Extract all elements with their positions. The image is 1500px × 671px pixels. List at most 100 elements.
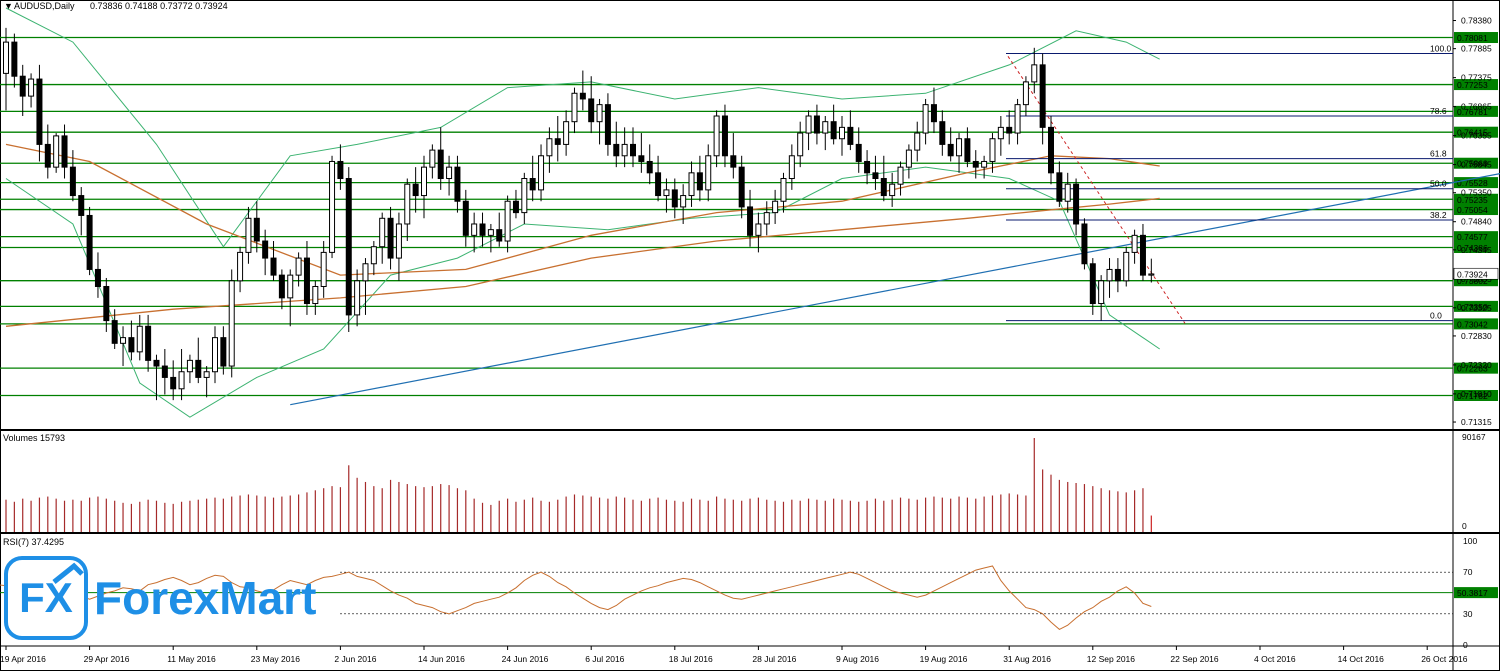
price-tick-label: 0.71810 (1461, 389, 1492, 399)
candlestick (1056, 161, 1063, 207)
candlestick (161, 349, 168, 395)
candle-body-bear (161, 365, 168, 378)
candle-body-bull (320, 251, 327, 287)
moving-average-slow-line (5, 143, 1160, 276)
candle-body-bear (153, 359, 160, 367)
candle-body-bull (178, 371, 185, 390)
candle-body-bull (989, 138, 996, 162)
candlestick (103, 277, 110, 332)
candlestick (186, 354, 193, 384)
candle-body-bull (889, 183, 896, 197)
logo-wordmark: ForexMart (94, 572, 316, 624)
candlestick (387, 206, 394, 270)
candle-body-bear (1056, 172, 1063, 202)
price-tick-label: 0.78380 (1461, 16, 1492, 26)
candle-body-bull (471, 223, 478, 236)
level-price-tag (1454, 204, 1498, 216)
candlestick (997, 116, 1004, 156)
date-tick-label: 19 Aug 2016 (920, 654, 968, 664)
candle-body-bull (1131, 234, 1138, 253)
volume-scale-min: 0 (1462, 521, 1467, 531)
candlestick (880, 155, 887, 202)
candle-body-bear (1089, 263, 1096, 305)
symbol-label: AUDUSD,Daily (14, 1, 75, 11)
candlestick (220, 326, 227, 375)
date-tick-label: 4 Oct 2016 (1254, 654, 1296, 664)
candle-body-bear (1039, 64, 1046, 128)
candlestick (688, 161, 695, 207)
candlestick (496, 212, 503, 247)
level-price-label: 0.73350 (1457, 302, 1488, 312)
candle-body-bear (847, 126, 854, 145)
candlestick (3, 27, 9, 111)
candlestick (345, 167, 352, 332)
rsi-label: RSI(7) 37.4295 (3, 537, 64, 547)
candle-body-bull (663, 189, 670, 197)
fibonacci-level-label: 0.0 (1430, 311, 1442, 321)
candle-body-bear (61, 135, 68, 168)
trendline (290, 172, 1500, 406)
candle-body-bull (228, 280, 235, 367)
level-price-tag (1454, 242, 1498, 254)
candle-body-bear (69, 166, 76, 197)
candle-body-bull (136, 325, 143, 353)
candlestick (237, 246, 244, 293)
candlestick (663, 178, 670, 213)
candlestick (1106, 258, 1113, 298)
candle-body-bear (939, 121, 946, 145)
candle-body-bear (604, 104, 611, 145)
candle-body-bear (78, 195, 85, 216)
x-axis: 19 Apr 2016 29 Apr 2016 11 May 2016 23 May … (0, 646, 1468, 664)
rsi-tick-label: 30 (1463, 609, 1473, 619)
date-tick-label: 28 Jul 2016 (752, 654, 796, 664)
candle-body-bear (220, 337, 227, 367)
candlestick (61, 124, 68, 179)
candle-body-bear (813, 115, 820, 134)
candle-body-bear (496, 229, 503, 242)
candlestick (822, 116, 829, 151)
candle-body-bull (1123, 251, 1130, 282)
candle-body-bull (680, 195, 687, 208)
fx-logo-mark-icon: FX (4, 556, 88, 640)
candle-body-bear (579, 92, 586, 100)
candlestick (755, 212, 762, 253)
candlestick (278, 269, 285, 310)
candle-body-bear (86, 214, 93, 270)
candle-body-bear (19, 75, 26, 97)
candle-body-bear (721, 115, 728, 157)
candlestick (964, 127, 971, 168)
candlestick (212, 326, 218, 384)
date-tick-label: 31 Aug 2016 (1003, 654, 1051, 664)
candlestick (329, 155, 336, 259)
candlestick (905, 144, 912, 179)
candle-body-bull (1064, 183, 1071, 202)
candlestick (847, 110, 854, 151)
candlestick (797, 121, 804, 168)
candlestick (337, 144, 344, 190)
candlestick (1089, 258, 1096, 315)
dropdown-arrow-icon[interactable]: ▼ (4, 1, 13, 11)
candlestick (1031, 47, 1038, 94)
candle-body-bear (738, 166, 745, 208)
candle-body-bear (872, 172, 879, 180)
candlestick (412, 167, 419, 213)
candlestick (1048, 116, 1054, 185)
candle-body-bull (981, 160, 988, 168)
candlestick (872, 155, 879, 190)
candle-body-bear (345, 178, 352, 316)
candlestick (604, 93, 611, 156)
candlestick (864, 150, 871, 185)
candle-body-bull (237, 251, 244, 282)
candlestick (579, 70, 586, 111)
candlestick (379, 212, 386, 264)
rsi-tick-label: 0 (1463, 640, 1468, 650)
candlestick (839, 116, 845, 156)
candle-body-bull (788, 155, 795, 180)
candlestick (429, 144, 436, 179)
candlestick (11, 33, 18, 88)
level-price-label: 0.75869 (1457, 159, 1488, 169)
date-tick-label: 12 Sep 2016 (1087, 654, 1135, 664)
candlestick (1081, 218, 1088, 270)
date-tick-label: 9 Aug 2016 (836, 654, 879, 664)
